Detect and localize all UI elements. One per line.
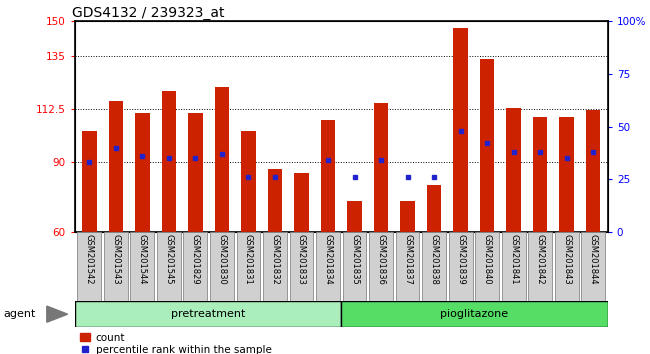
- Bar: [104, 232, 128, 303]
- Text: GSM201833: GSM201833: [297, 234, 306, 285]
- Bar: [586, 110, 601, 232]
- Bar: [453, 28, 468, 232]
- Text: GSM201843: GSM201843: [562, 234, 571, 285]
- Bar: [109, 101, 123, 232]
- Bar: [506, 108, 521, 232]
- Text: GSM201837: GSM201837: [403, 234, 412, 285]
- Text: GSM201830: GSM201830: [217, 234, 226, 285]
- Bar: [75, 301, 341, 327]
- Text: GSM201832: GSM201832: [270, 234, 280, 285]
- Bar: [183, 232, 207, 303]
- Text: GSM201838: GSM201838: [430, 234, 439, 285]
- Bar: [396, 232, 419, 303]
- Bar: [162, 91, 176, 232]
- Text: GSM201831: GSM201831: [244, 234, 253, 285]
- Bar: [581, 232, 605, 303]
- Bar: [448, 232, 473, 303]
- Text: GSM201545: GSM201545: [164, 234, 174, 285]
- Bar: [289, 232, 313, 303]
- Bar: [554, 232, 578, 303]
- Bar: [131, 232, 154, 303]
- Text: pioglitazone: pioglitazone: [441, 309, 508, 319]
- Bar: [343, 232, 367, 303]
- Bar: [210, 232, 234, 303]
- Bar: [528, 232, 552, 303]
- Text: agent: agent: [3, 309, 36, 319]
- Text: GSM201544: GSM201544: [138, 234, 147, 285]
- Text: GSM201844: GSM201844: [589, 234, 597, 285]
- Bar: [188, 113, 203, 232]
- Text: GSM201834: GSM201834: [324, 234, 333, 285]
- Polygon shape: [47, 306, 68, 322]
- Bar: [427, 185, 441, 232]
- Bar: [241, 131, 255, 232]
- Bar: [294, 173, 309, 232]
- Text: GSM201839: GSM201839: [456, 234, 465, 285]
- Bar: [157, 232, 181, 303]
- Bar: [263, 232, 287, 303]
- Legend: count, percentile rank within the sample: count, percentile rank within the sample: [80, 333, 272, 354]
- Text: GDS4132 / 239323_at: GDS4132 / 239323_at: [72, 6, 225, 20]
- Bar: [400, 201, 415, 232]
- Bar: [533, 117, 547, 232]
- Bar: [77, 232, 101, 303]
- Bar: [135, 113, 150, 232]
- Text: GSM201542: GSM201542: [85, 234, 94, 285]
- Bar: [268, 169, 282, 232]
- Bar: [480, 59, 495, 232]
- Bar: [347, 201, 362, 232]
- Text: GSM201543: GSM201543: [111, 234, 120, 285]
- Text: GSM201836: GSM201836: [376, 234, 385, 285]
- Text: pretreatment: pretreatment: [171, 309, 245, 319]
- Text: GSM201841: GSM201841: [509, 234, 518, 285]
- Text: GSM201835: GSM201835: [350, 234, 359, 285]
- Bar: [82, 131, 97, 232]
- Bar: [341, 301, 608, 327]
- Bar: [374, 103, 388, 232]
- Bar: [475, 232, 499, 303]
- Text: GSM201829: GSM201829: [191, 234, 200, 285]
- Bar: [560, 117, 574, 232]
- Bar: [422, 232, 446, 303]
- Bar: [502, 232, 526, 303]
- Bar: [320, 120, 335, 232]
- Bar: [214, 87, 229, 232]
- Bar: [237, 232, 261, 303]
- Bar: [369, 232, 393, 303]
- Text: GSM201842: GSM201842: [536, 234, 545, 285]
- Text: GSM201840: GSM201840: [482, 234, 491, 285]
- Bar: [316, 232, 340, 303]
